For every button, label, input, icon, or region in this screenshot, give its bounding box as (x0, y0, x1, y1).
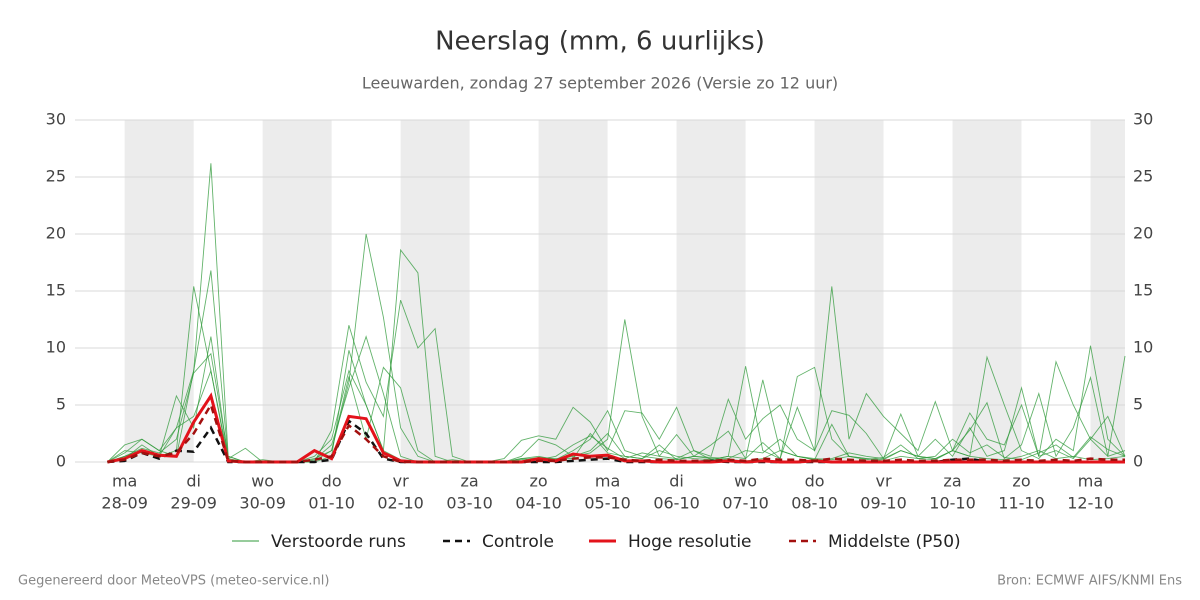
x-tick-label: zo (1012, 472, 1030, 491)
x-tick-date: 06-10 (653, 494, 700, 513)
x-tick-label: di (186, 472, 201, 491)
series-line (107, 392, 1125, 464)
x-tick-date: 03-10 (446, 494, 493, 513)
y2-tick-label: 30 (1133, 110, 1153, 129)
y-tick-label: 0 (56, 452, 66, 471)
y-tick-label: 30 (46, 110, 66, 129)
x-tick-date: 28-09 (101, 494, 148, 513)
plot (107, 163, 1126, 464)
x-tick-date: 29-09 (170, 494, 217, 513)
series-line (107, 401, 1125, 464)
x-tick-date: 11-10 (998, 494, 1045, 513)
x-tick-label: do (322, 472, 342, 491)
x-tick-date: 30-09 (239, 494, 286, 513)
x-tick-date: 02-10 (377, 494, 424, 513)
y2-tick-label: 5 (1133, 395, 1143, 414)
x-tick-date: 04-10 (515, 494, 562, 513)
x-tick-label: di (669, 472, 684, 491)
y2-tick-label: 10 (1133, 338, 1153, 357)
y2-tick-label: 0 (1133, 452, 1143, 471)
x-tick-label: za (461, 472, 479, 491)
y-tick-label: 5 (56, 395, 66, 414)
x-tick-date: 01-10 (308, 494, 355, 513)
x-tick-label: vr (876, 472, 892, 491)
x-tick-label: zo (530, 472, 548, 491)
x-tick-date: 10-10 (929, 494, 976, 513)
chart-subtitle: Leeuwarden, zondag 27 september 2026 (Ve… (362, 74, 838, 93)
legend-label: Hoge resolutie (628, 532, 752, 552)
x-tick-label: za (943, 472, 961, 491)
x-tick-label: wo (251, 472, 274, 491)
x-tick-date: 12-10 (1067, 494, 1114, 513)
x-tick-date: 07-10 (722, 494, 769, 513)
x-tick-label: vr (393, 472, 409, 491)
chart-title: Neerslag (mm, 6 uurlijks) (435, 27, 765, 57)
legend-label: Middelste (P50) (828, 532, 961, 552)
x-tick-label: ma (595, 472, 620, 491)
legend-label: Verstoorde runs (271, 532, 406, 552)
y-tick-label: 15 (46, 281, 66, 300)
x-tick-date: 05-10 (584, 494, 631, 513)
x-tick-label: do (805, 472, 825, 491)
y-tick-label: 10 (46, 338, 66, 357)
x-tick-label: ma (1078, 472, 1103, 491)
legend-label: Controle (482, 532, 554, 552)
x-tick-label: wo (734, 472, 757, 491)
y2-tick-label: 15 (1133, 281, 1153, 300)
x-tick-date: 09-10 (860, 494, 907, 513)
y2-tick-label: 20 (1133, 224, 1153, 243)
x-tick-date: 08-10 (791, 494, 838, 513)
y-tick-label: 25 (46, 167, 66, 186)
footer-right: Bron: ECMWF AIFS/KNMI Ens (997, 574, 1182, 589)
y-tick-label: 20 (46, 224, 66, 243)
y2-tick-label: 25 (1133, 167, 1153, 186)
footer-left: Gegenereerd door MeteoVPS (meteo-service… (18, 574, 329, 589)
x-tick-label: ma (112, 472, 137, 491)
